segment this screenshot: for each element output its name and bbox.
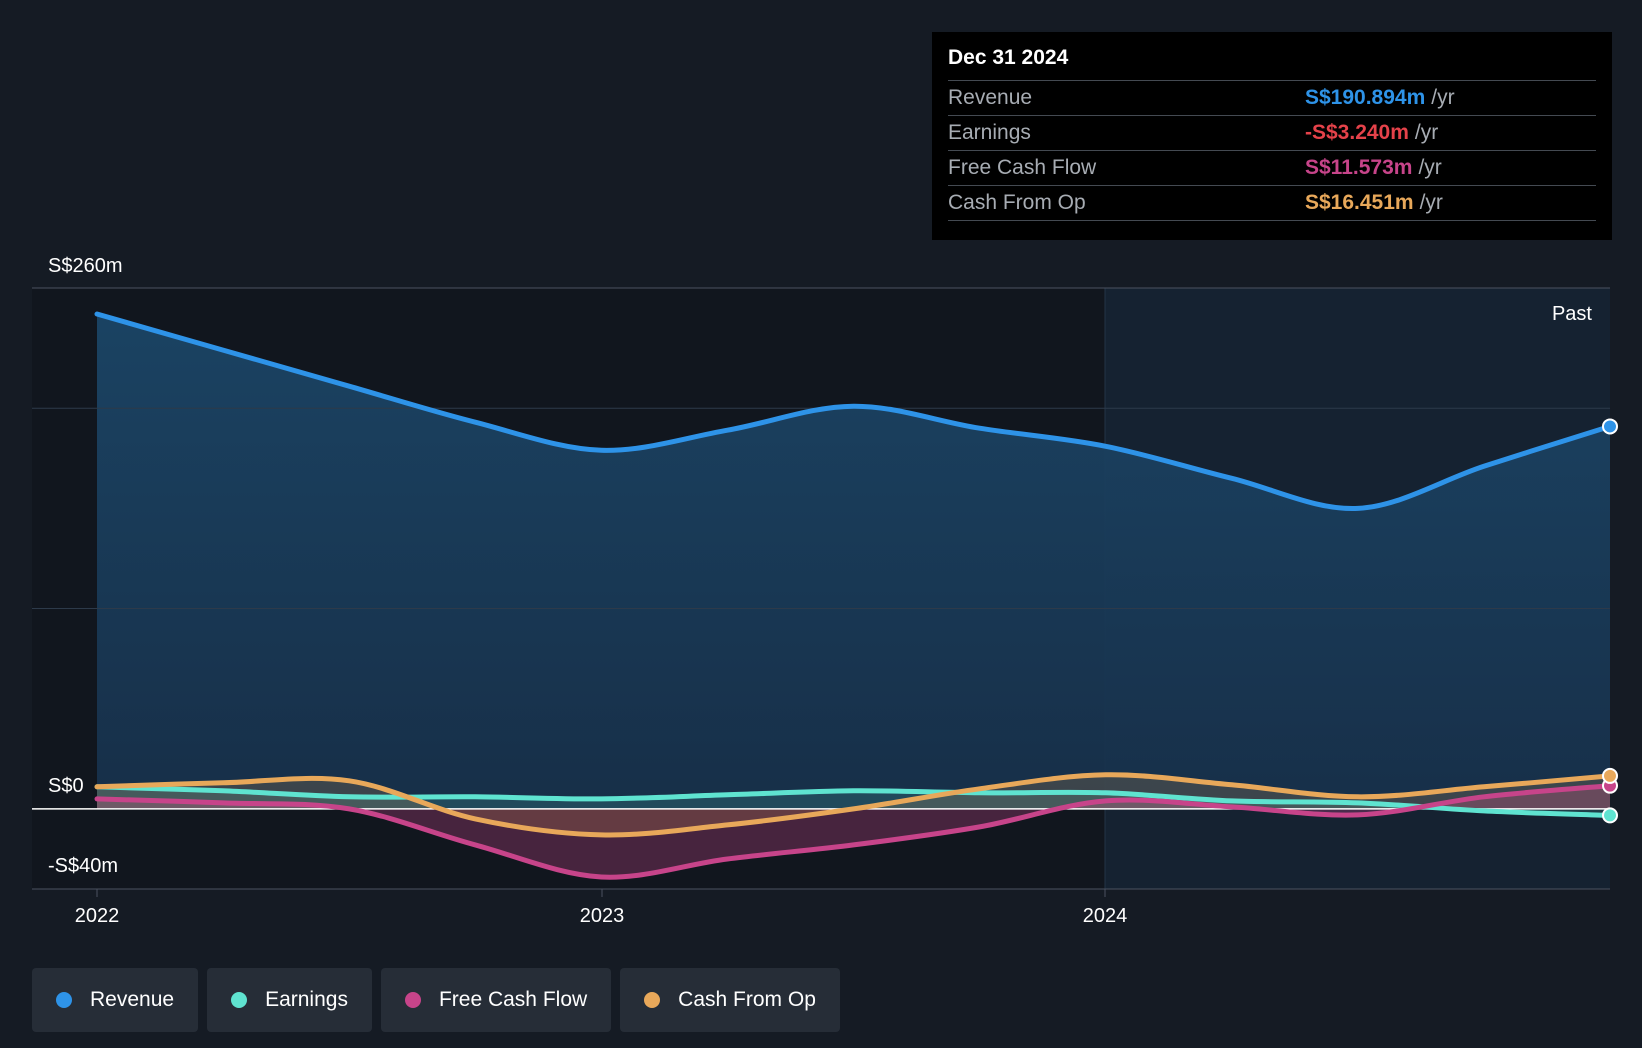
tooltip-series-name: Cash From Op: [948, 191, 1086, 214]
legend-dot-icon: [404, 992, 421, 1008]
x-tick-label: 2023: [580, 905, 625, 927]
tooltip-series-value: -S$3.240m: [1305, 121, 1409, 144]
tooltip-row: Free Cash Flow S$11.573m/yr: [948, 151, 1596, 186]
tooltip-series-value: S$16.451m: [1305, 191, 1414, 214]
legend-item-revenue[interactable]: Revenue: [32, 968, 199, 1032]
legend-label: Free Cash Flow: [438, 988, 588, 1011]
area-cash-from-op: [97, 774, 1610, 836]
tooltip-row: Earnings -S$3.240m/yr: [948, 116, 1596, 151]
tooltip-series-name: Free Cash Flow: [948, 156, 1097, 179]
axes: S$260m S$0 -S$40m 2022 2023 2024 Past: [48, 255, 1592, 927]
tooltip-unit: /yr: [1431, 86, 1455, 109]
legend-label: Earnings: [265, 988, 348, 1011]
series-lines: [94, 311, 1613, 880]
end-dot-earnings: [1602, 807, 1618, 824]
legend-item-free-cash-flow[interactable]: Free Cash Flow: [380, 968, 612, 1032]
tooltip-unit: /yr: [1418, 156, 1442, 179]
end-dot-revenue: [1602, 418, 1618, 435]
end-dot-cash-from-op: [1602, 767, 1618, 784]
area-revenue: [97, 314, 1610, 809]
y-tick-label: S$0: [48, 775, 84, 797]
tooltip-series-name: Earnings: [948, 121, 1031, 144]
legend: Revenue Earnings Free Cash Flow Cash From O…: [32, 968, 840, 1032]
line-revenue: [94, 311, 1613, 511]
line-free-cash-flow: [94, 783, 1613, 880]
tooltip-row: Revenue S$190.894m/yr: [948, 81, 1596, 116]
legend-label: Cash From Op: [678, 988, 816, 1011]
x-tick-label: 2024: [1083, 905, 1128, 927]
y-tick-label: -S$40m: [48, 855, 118, 877]
tooltip-unit: /yr: [1419, 191, 1443, 214]
line-earnings: [94, 784, 1613, 818]
legend-dot-icon: [644, 992, 661, 1008]
legend-dot-icon: [231, 992, 248, 1008]
legend-item-cash-from-op[interactable]: Cash From Op: [620, 968, 840, 1032]
tooltip-unit: /yr: [1414, 121, 1439, 144]
series-end-dots: [1602, 418, 1618, 824]
y-tick-label: S$260m: [48, 255, 123, 277]
x-tick-label: 2022: [75, 905, 120, 927]
tooltip-series-name: Revenue: [948, 86, 1033, 109]
tooltip-series-value: S$11.573m: [1305, 156, 1413, 179]
past-label: Past: [1552, 303, 1592, 325]
legend-item-earnings[interactable]: Earnings: [207, 968, 372, 1032]
legend-dot-icon: [56, 992, 72, 1008]
line-cash-from-op: [94, 772, 1613, 838]
tooltip-series-value: S$190.894m: [1305, 86, 1426, 109]
tooltip-row: Cash From Op S$16.451m/yr: [948, 186, 1596, 221]
tooltip: Dec 31 2024 Revenue S$190.894m/yr Earnings…: [932, 32, 1612, 240]
legend-label: Revenue: [90, 988, 175, 1011]
tooltip-date: Dec 31 2024: [948, 46, 1596, 81]
